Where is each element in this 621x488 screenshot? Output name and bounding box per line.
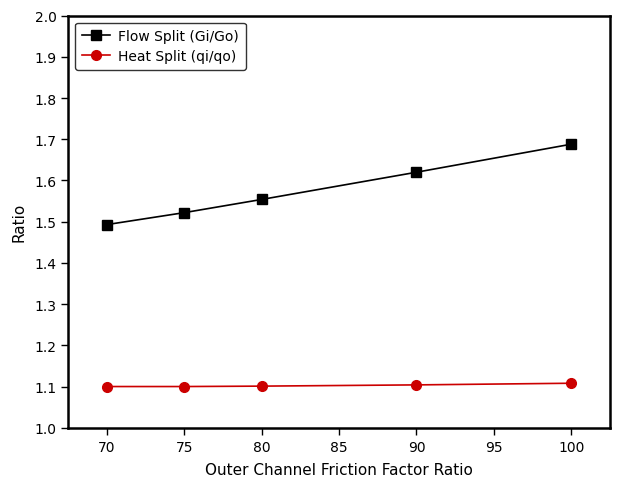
Heat Split (qi/qo) [568, 381, 575, 386]
Heat Split (qi/qo) [181, 384, 188, 390]
Flow Split (Gi/Go) [103, 222, 111, 228]
Heat Split (qi/qo) [258, 384, 266, 389]
X-axis label: Outer Channel Friction Factor Ratio: Outer Channel Friction Factor Ratio [205, 462, 473, 477]
Flow Split (Gi/Go) [181, 210, 188, 216]
Y-axis label: Ratio: Ratio [11, 203, 26, 242]
Line: Flow Split (Gi/Go): Flow Split (Gi/Go) [102, 140, 576, 230]
Legend: Flow Split (Gi/Go), Heat Split (qi/qo): Flow Split (Gi/Go), Heat Split (qi/qo) [75, 23, 246, 71]
Heat Split (qi/qo) [103, 384, 111, 390]
Flow Split (Gi/Go) [413, 170, 420, 176]
Heat Split (qi/qo) [413, 382, 420, 388]
Flow Split (Gi/Go) [568, 142, 575, 148]
Flow Split (Gi/Go) [258, 197, 266, 203]
Line: Heat Split (qi/qo): Heat Split (qi/qo) [102, 379, 576, 391]
